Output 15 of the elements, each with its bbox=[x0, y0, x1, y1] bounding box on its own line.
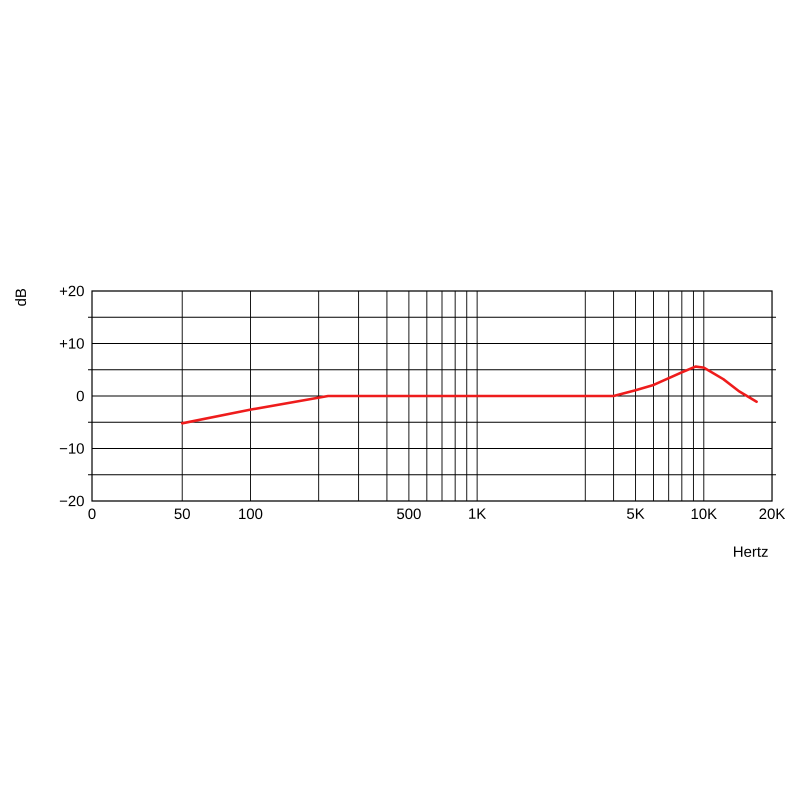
y-tick-label: −20 bbox=[60, 496, 84, 506]
x-tick-label: 10K bbox=[692, 508, 717, 520]
x-tick-label: 20K bbox=[759, 508, 786, 520]
x-tick-label: 1K bbox=[469, 508, 486, 519]
x-tick-label: 100 bbox=[239, 508, 262, 520]
x-tick-label: 0 bbox=[88, 508, 96, 520]
x-tick-label: 500 bbox=[397, 508, 421, 520]
x-axis-title: Hertz bbox=[734, 546, 768, 557]
y-tick-label: +20 bbox=[60, 286, 84, 296]
x-tick-label: 50 bbox=[174, 508, 190, 520]
y-tick-label: 0 bbox=[76, 390, 84, 402]
x-tick-label: 5K bbox=[627, 508, 645, 519]
y-tick-label: +10 bbox=[60, 338, 84, 349]
y-tick-label: −10 bbox=[60, 443, 84, 454]
y-axis-title: dB bbox=[15, 288, 26, 306]
